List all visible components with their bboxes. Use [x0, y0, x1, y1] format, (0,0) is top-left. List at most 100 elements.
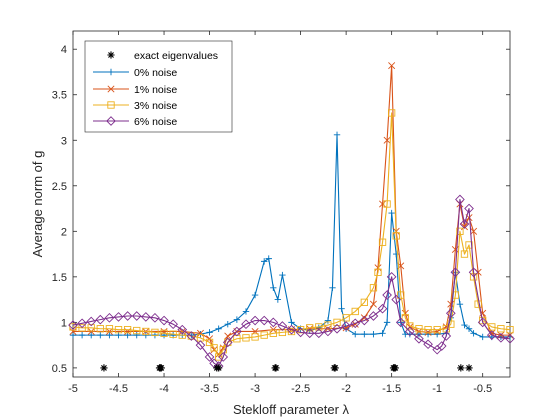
data-point — [447, 300, 455, 308]
y-tick-label: 3.5 — [52, 90, 67, 102]
data-point — [210, 344, 218, 352]
data-point — [68, 320, 78, 330]
data-point — [474, 300, 482, 308]
data-point — [332, 323, 342, 334]
x-axis: -5 -4.5 -4 -3.5 -3 -2.5 -2 -1.5 -1 -0.5 — [68, 31, 492, 395]
data-point — [95, 314, 106, 325]
data-point — [268, 317, 279, 328]
data-point — [277, 321, 288, 331]
data-point — [360, 298, 368, 306]
data-point — [488, 323, 496, 331]
legend-label-6-noise: 6% noise — [134, 116, 177, 128]
x-tick-label: -3 — [250, 383, 260, 395]
data-point — [169, 330, 177, 338]
data-point — [260, 331, 268, 339]
eigenvalue-point — [331, 364, 339, 372]
legend-entry-3-noise: 3% noise — [93, 100, 177, 112]
data-point — [88, 331, 95, 339]
data-point — [133, 331, 140, 339]
eigenvalue-point — [100, 364, 108, 372]
data-point — [78, 324, 86, 332]
data-point — [131, 311, 142, 321]
data-point — [445, 308, 456, 319]
x-tick-label: -5 — [68, 383, 78, 395]
legend-label-3-noise: 3% noise — [134, 100, 177, 112]
series-line — [73, 65, 510, 355]
y-tick-label: 3 — [61, 135, 67, 147]
data-point — [241, 319, 251, 330]
data-point — [392, 250, 400, 258]
data-point — [359, 315, 370, 326]
data-point — [224, 332, 232, 340]
data-point — [455, 194, 465, 205]
x-tick-label: -1 — [432, 383, 442, 395]
y-axis: 0.5 1 1.5 2 2.5 3 3.5 4 — [52, 44, 510, 375]
legend-marker-6-noise — [93, 116, 129, 126]
data-point — [401, 314, 409, 322]
data-point — [105, 325, 114, 333]
data-point — [140, 312, 151, 322]
data-point — [465, 241, 473, 249]
data-point — [506, 326, 514, 334]
eigenvalue-point — [215, 364, 223, 372]
data-point — [186, 331, 197, 341]
data-point — [406, 322, 414, 330]
data-point — [461, 321, 468, 329]
data-point — [441, 331, 452, 341]
data-point — [295, 327, 306, 338]
data-point — [479, 316, 487, 325]
legend-entry-1-noise: 1% noise — [93, 84, 177, 96]
data-point — [374, 264, 382, 272]
legend-marker-symbol — [106, 116, 116, 126]
data-point — [151, 328, 159, 337]
data-point — [104, 312, 115, 323]
data-point — [96, 325, 104, 333]
data-point — [456, 227, 464, 235]
data-point — [351, 307, 359, 316]
data-point — [352, 331, 359, 338]
data-point — [242, 308, 250, 315]
eigenvalue-point — [272, 364, 280, 372]
data-point — [387, 109, 396, 117]
data-point — [361, 331, 368, 338]
x-tick-label: -2 — [341, 383, 351, 395]
data-point — [233, 316, 241, 323]
legend-entry-exact-eigenvalues: exact eigenvalues — [107, 50, 218, 62]
data-point — [251, 291, 259, 299]
x-tick-label: -3.5 — [200, 383, 219, 395]
data-point — [69, 331, 77, 339]
legend-marker-symbol — [107, 101, 115, 109]
data-point — [160, 329, 168, 337]
data-point — [369, 300, 377, 308]
data-point — [415, 325, 423, 333]
x-tick-label: -4 — [159, 383, 169, 395]
data-point — [423, 339, 433, 350]
legend-label-0-noise: 0% noise — [134, 67, 177, 79]
data-point — [286, 324, 297, 335]
data-point — [269, 329, 277, 337]
data-point — [195, 340, 206, 350]
data-point — [369, 284, 378, 292]
data-point — [382, 290, 392, 300]
data-point — [205, 338, 214, 347]
data-point — [259, 315, 270, 326]
data-point — [386, 272, 397, 282]
data-point — [329, 284, 336, 291]
eigenvalue-point — [457, 364, 465, 372]
data-point — [379, 200, 387, 208]
data-point — [142, 327, 150, 336]
legend-marker-1-noise — [93, 85, 129, 93]
data-point — [505, 333, 515, 344]
legend-label-exact-eigenvalues: exact eigenvalues — [134, 50, 218, 62]
data-point — [315, 323, 323, 331]
data-point — [470, 330, 477, 337]
y-tick-label: 2.5 — [52, 181, 67, 193]
y-tick-label: 0.5 — [52, 363, 67, 375]
data-point — [460, 250, 469, 258]
data-point — [133, 326, 141, 335]
data-point — [459, 219, 470, 229]
data-point — [460, 223, 468, 231]
data-point — [477, 317, 488, 328]
data-point — [470, 227, 478, 235]
data-point — [378, 238, 387, 246]
